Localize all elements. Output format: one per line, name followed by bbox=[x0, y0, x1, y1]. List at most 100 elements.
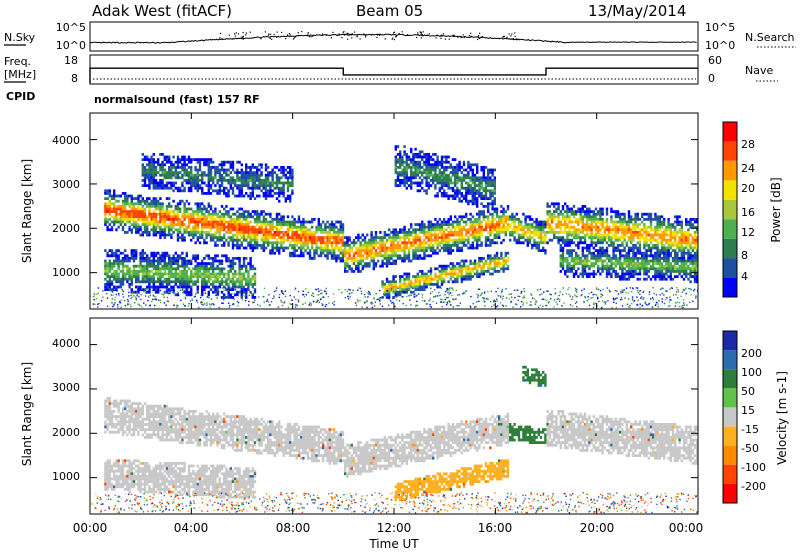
heatmap-cell bbox=[594, 244, 598, 247]
heatmap-cell bbox=[229, 264, 232, 268]
heatmap-cell bbox=[196, 290, 199, 294]
heatmap-cell bbox=[104, 212, 107, 216]
heatmap-cell bbox=[121, 199, 125, 203]
heatmap-cell bbox=[141, 207, 144, 211]
heatmap-cell bbox=[245, 184, 248, 187]
heatmap-cell bbox=[469, 166, 472, 169]
heatmap-cell bbox=[577, 223, 580, 226]
heatmap-cell bbox=[181, 283, 184, 286]
heatmap-cell bbox=[247, 241, 250, 245]
heatmap-cell bbox=[313, 218, 316, 221]
heatmap-cell bbox=[275, 238, 279, 242]
heatmap-cell bbox=[267, 171, 270, 174]
heatmap-cell bbox=[165, 197, 169, 200]
heatmap-cell bbox=[163, 225, 166, 229]
heatmap-cell bbox=[157, 207, 160, 211]
heatmap-cell bbox=[187, 166, 191, 169]
heatmap-cell bbox=[601, 218, 604, 221]
heatmap-cell bbox=[495, 223, 499, 226]
heatmap-cell bbox=[465, 168, 468, 172]
noise-dot bbox=[516, 38, 518, 40]
heatmap-cell bbox=[467, 231, 470, 234]
heatmap-cell bbox=[152, 259, 155, 263]
heatmap-cell bbox=[108, 275, 111, 278]
heatmap-cell bbox=[143, 210, 147, 213]
heatmap-cell bbox=[240, 277, 243, 281]
heatmap-cell bbox=[401, 181, 404, 185]
heatmap-cell bbox=[271, 244, 274, 247]
heatmap-cell bbox=[471, 173, 474, 177]
heatmap-cell bbox=[258, 168, 261, 172]
heatmap-cell bbox=[154, 218, 158, 221]
heatmap-cell bbox=[154, 197, 158, 200]
heatmap-cell bbox=[438, 189, 441, 193]
heatmap-cell bbox=[238, 280, 241, 284]
heatmap-cell bbox=[108, 283, 111, 286]
heatmap-cell bbox=[414, 254, 417, 258]
heatmap-cell bbox=[410, 147, 413, 151]
heatmap-cell bbox=[322, 236, 325, 239]
heatmap-cell bbox=[405, 254, 408, 258]
heatmap-cell bbox=[192, 267, 195, 271]
heatmap-cell bbox=[258, 179, 261, 182]
heatmap-cell bbox=[216, 215, 219, 219]
heatmap-cell bbox=[157, 223, 160, 226]
heatmap-cell bbox=[326, 241, 329, 245]
heatmap-cell bbox=[467, 275, 470, 278]
heatmap-cell bbox=[126, 199, 129, 203]
heatmap-cell bbox=[168, 166, 171, 169]
heatmap-cell bbox=[566, 218, 569, 221]
heatmap-cell bbox=[258, 220, 261, 224]
heatmap-cell bbox=[141, 168, 144, 172]
heatmap-cell bbox=[139, 264, 142, 268]
heatmap-cell bbox=[482, 197, 485, 200]
heatmap-cell bbox=[469, 246, 472, 250]
heatmap-cell bbox=[434, 194, 437, 198]
heatmap-cell bbox=[170, 236, 173, 239]
heatmap-cell bbox=[220, 205, 224, 208]
heatmap-cell bbox=[227, 210, 230, 213]
heatmap-cell bbox=[484, 166, 488, 169]
heatmap-cell bbox=[130, 207, 133, 211]
heatmap-cell bbox=[583, 254, 587, 258]
heatmap-cell bbox=[119, 259, 122, 263]
heatmap-cell bbox=[154, 199, 158, 203]
heatmap-cell bbox=[172, 155, 175, 159]
heatmap-cell bbox=[388, 238, 391, 242]
heatmap-cell bbox=[247, 231, 250, 234]
heatmap-cell bbox=[550, 220, 554, 224]
heatmap-cell bbox=[128, 220, 131, 224]
heatmap-cell bbox=[174, 181, 177, 185]
heatmap-cell bbox=[198, 173, 202, 177]
heatmap-cell bbox=[361, 244, 364, 247]
heatmap-cell bbox=[176, 231, 180, 234]
heatmap-cell bbox=[425, 166, 428, 169]
heatmap-cell bbox=[247, 179, 250, 182]
heatmap-cell bbox=[231, 192, 235, 195]
heatmap-cell bbox=[440, 270, 444, 273]
heatmap-cell bbox=[427, 270, 430, 273]
heatmap-cell bbox=[220, 220, 224, 224]
heatmap-cell bbox=[445, 228, 448, 232]
heatmap-cell bbox=[522, 212, 525, 216]
heatmap-cell bbox=[225, 272, 228, 276]
heatmap-cell bbox=[242, 212, 246, 216]
heatmap-cell bbox=[161, 267, 164, 271]
heatmap-cell bbox=[190, 238, 193, 242]
heatmap-cell bbox=[484, 241, 488, 245]
heatmap-cell bbox=[326, 238, 329, 242]
heatmap-cell bbox=[216, 225, 219, 229]
heatmap-cell bbox=[599, 218, 602, 221]
heatmap-cell bbox=[240, 223, 243, 226]
heatmap-cell bbox=[462, 241, 466, 245]
heatmap-cell bbox=[291, 215, 294, 219]
heatmap-cell bbox=[196, 272, 199, 276]
heatmap-cell bbox=[476, 218, 479, 221]
heatmap-cell bbox=[196, 179, 199, 182]
heatmap-cell bbox=[396, 285, 400, 289]
heatmap-cell bbox=[394, 249, 397, 252]
heatmap-cell bbox=[456, 194, 459, 198]
heatmap-cell bbox=[484, 270, 488, 273]
heatmap-cell bbox=[517, 218, 521, 221]
heatmap-cell bbox=[566, 244, 569, 247]
